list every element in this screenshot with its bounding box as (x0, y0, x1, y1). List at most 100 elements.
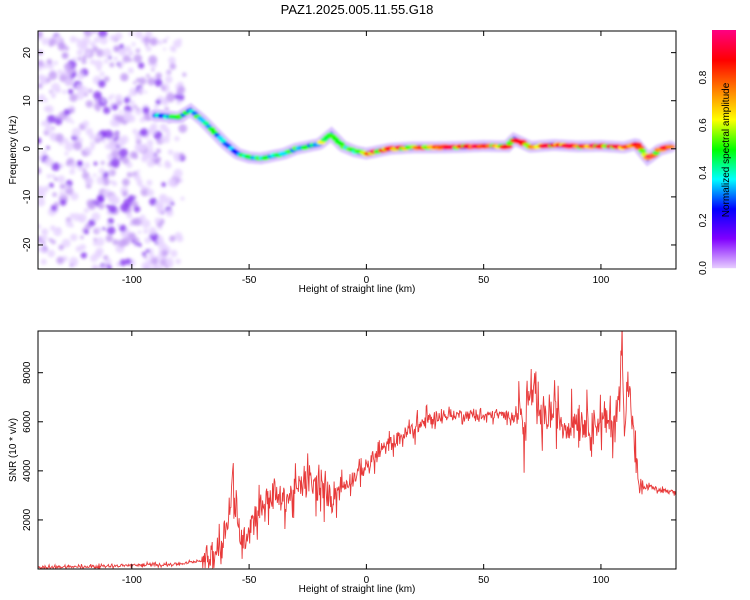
colorbar-swatch (712, 129, 736, 131)
x-tick-label: -100 (122, 275, 142, 286)
colorbar-swatch (712, 250, 736, 252)
colorbar-swatch (712, 237, 736, 239)
noise-blob (55, 133, 64, 143)
noise-blob (106, 222, 111, 227)
noise-blob (126, 172, 133, 178)
colorbar-swatch (712, 81, 736, 83)
colorbar-swatch (712, 33, 736, 35)
noise-blob (44, 157, 54, 167)
colorbar-swatch (712, 206, 736, 208)
colorbar-swatch (712, 160, 736, 162)
colorbar-swatch (712, 143, 736, 145)
ridge-blob (665, 144, 676, 150)
noise-blob (133, 81, 137, 85)
colorbar-swatch (712, 262, 736, 264)
colorbar-swatch (712, 125, 736, 127)
noise-blob (159, 137, 164, 142)
colorbar-tick-label: 0.2 (698, 213, 709, 227)
noise-blob (158, 163, 162, 168)
noise-blob (147, 77, 156, 86)
noise-blob (96, 133, 103, 140)
colorbar-swatch (712, 138, 736, 140)
noise-blob (134, 242, 138, 246)
colorbar-swatch (712, 122, 736, 124)
noise-blob (83, 162, 90, 169)
noise-blob (146, 179, 153, 186)
x-tick-label: -100 (122, 575, 142, 586)
colorbar-swatch (712, 65, 736, 67)
noise-blob (77, 56, 82, 61)
noise-blob (167, 149, 174, 155)
colorbar-swatch (712, 203, 736, 205)
noise-blob (176, 235, 184, 243)
colorbar-swatch (712, 149, 736, 151)
colorbar-swatch (712, 85, 736, 87)
colorbar-swatch (712, 215, 736, 217)
colorbar-swatch (712, 202, 736, 204)
noise-blob (48, 71, 58, 80)
colorbar-swatch (712, 152, 736, 154)
colorbar-swatch (712, 72, 736, 74)
noise-blob (59, 190, 65, 196)
noise-blob (162, 135, 170, 144)
colorbar-swatch (712, 124, 736, 126)
colorbar-swatch (712, 74, 736, 76)
noise-blob (47, 114, 56, 124)
colorbar-swatch (712, 253, 736, 255)
colorbar-swatch (712, 88, 736, 90)
noise-blob (153, 104, 159, 110)
colorbar-ticks: 0.0 0.2 0.4 0.6 0.8 (698, 70, 709, 275)
noise-blob (143, 36, 150, 44)
colorbar-swatch (712, 45, 736, 47)
noise-blob (165, 93, 175, 103)
colorbar-swatch (712, 116, 736, 118)
colorbar-swatch (712, 239, 736, 241)
noise-blob (170, 201, 175, 206)
colorbar-swatch (712, 234, 736, 236)
colorbar-swatch (712, 40, 736, 42)
colorbar-swatch (712, 83, 736, 85)
colorbar-swatch (712, 251, 736, 253)
noise-blob (92, 240, 98, 247)
colorbar-swatch (712, 41, 736, 43)
noise-blob (109, 118, 118, 127)
noise-blob (79, 69, 84, 74)
colorbar-swatch (712, 30, 736, 32)
x-tick-label: -50 (242, 275, 257, 286)
noise-blob (146, 189, 155, 197)
noise-blobs (38, 31, 188, 269)
noise-blob (173, 168, 183, 178)
colorbar-swatch (712, 221, 736, 223)
y-tick-label: 8000 (22, 361, 33, 384)
figure-title: PAZ1.2025.005.11.55.G18 (281, 2, 434, 17)
x-tick-label: 50 (478, 575, 490, 586)
noise-blob (38, 246, 42, 252)
noise-blob (156, 148, 161, 154)
noise-blob (135, 138, 142, 145)
noise-blob (121, 156, 130, 165)
colorbar-swatch (712, 226, 736, 228)
noise-blob (159, 266, 164, 269)
colorbar-swatch (712, 57, 736, 59)
spectrogram-x-ticks: -100 -50 0 50 100 (122, 31, 610, 286)
x-tick-label: 100 (593, 575, 610, 586)
colorbar-swatch (712, 258, 736, 260)
colorbar-swatch (712, 120, 736, 122)
noise-blob (115, 94, 123, 102)
noise-blob (100, 160, 105, 165)
noise-blob (61, 52, 69, 60)
colorbar-swatch (712, 123, 736, 125)
noise-blob (93, 237, 97, 242)
noise-blob (161, 249, 169, 257)
noise-blob (155, 241, 158, 245)
colorbar-swatch (712, 50, 736, 52)
noise-blob (88, 88, 93, 94)
colorbar-swatch (712, 238, 736, 240)
noise-blob (103, 76, 110, 82)
noise-blob (139, 117, 146, 123)
noise-blob (141, 219, 151, 229)
colorbar-swatch (712, 84, 736, 86)
noise-blob (49, 90, 53, 94)
noise-blob (163, 39, 167, 43)
colorbar-swatch (712, 147, 736, 149)
